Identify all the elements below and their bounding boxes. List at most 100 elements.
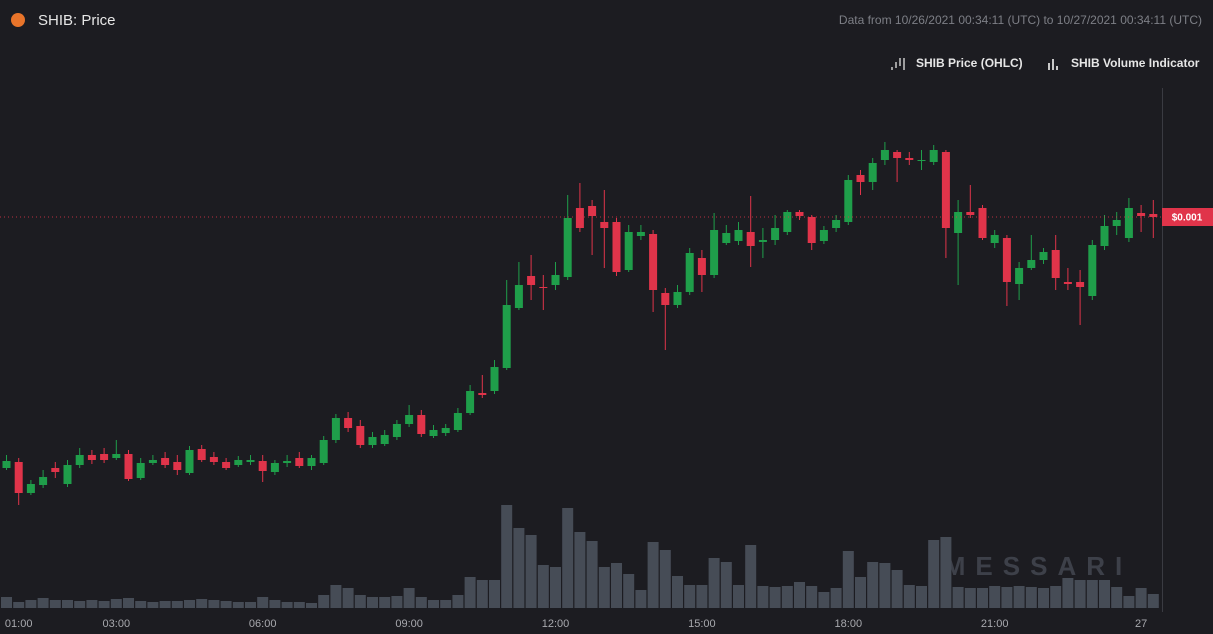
candle-body — [14, 462, 23, 493]
candle-body — [112, 454, 121, 458]
candle-body — [624, 232, 633, 270]
volume-bar — [916, 586, 927, 608]
watermark: MESSARI — [944, 551, 1132, 581]
volume-bar — [842, 551, 854, 608]
volume-bar — [794, 582, 805, 608]
volume-bar — [232, 602, 244, 608]
volume-bar — [269, 600, 281, 608]
candle-body — [771, 228, 780, 240]
volume-bar — [318, 595, 330, 608]
volume-bar — [25, 600, 37, 608]
legend-label[interactable]: SHIB Volume Indicator — [1071, 56, 1200, 70]
volume-bar — [891, 570, 903, 608]
volume-bar — [49, 600, 61, 608]
x-axis: 01:00 03:00 06:00 09:00 12:00 15:00 18:00 21:00… — [5, 618, 1147, 630]
volume-bar — [928, 540, 940, 608]
volume-bar — [464, 577, 476, 608]
volume-bar — [830, 588, 842, 608]
candle-body — [331, 418, 340, 440]
legend-label[interactable]: SHIB Price (OHLC) — [916, 56, 1023, 70]
last-price-tag — [1162, 208, 1213, 226]
volume-bar — [867, 562, 879, 608]
volume-bar — [110, 599, 122, 608]
last-price-label: $0.001 — [1172, 213, 1203, 224]
volume-bar — [574, 532, 586, 608]
candle-body — [832, 220, 841, 228]
candle-body — [1076, 282, 1085, 287]
volume-bar — [403, 588, 415, 608]
candle-body — [563, 218, 572, 277]
x-tick-label: 18:00 — [835, 618, 863, 630]
candle-body — [1039, 252, 1048, 260]
x-tick-label: 15:00 — [688, 618, 716, 630]
volume-bar — [977, 588, 988, 608]
volume-bar — [562, 508, 574, 608]
volume-bar — [623, 574, 635, 608]
candle-body — [209, 457, 218, 462]
candle-body — [417, 415, 426, 434]
volume-bar — [306, 603, 317, 608]
volume-bar — [196, 599, 208, 608]
candle-body — [941, 152, 950, 228]
candle-body — [795, 212, 804, 216]
candle-body — [344, 418, 353, 428]
volume-bar — [13, 602, 25, 608]
volume-bar — [354, 595, 366, 608]
volume-bar — [37, 598, 49, 608]
volume-bar — [879, 563, 891, 608]
candle-body — [173, 462, 182, 470]
candle-body — [148, 460, 157, 463]
candle-body — [392, 424, 401, 437]
volume-bar — [293, 602, 305, 608]
x-tick-label: 01:00 — [5, 618, 33, 630]
volume-bar — [586, 541, 598, 608]
volume-bar — [855, 577, 866, 608]
x-tick-label: 21:00 — [981, 618, 1009, 630]
chart-subtitle: Data from 10/26/2021 00:34:11 (UTC) to 1… — [839, 13, 1202, 27]
volume-bar — [1135, 588, 1147, 608]
candle-body — [319, 440, 328, 463]
volume-bar — [708, 558, 720, 608]
candle-body — [429, 430, 438, 436]
legend-icon-volume — [1048, 59, 1058, 70]
candle-body — [356, 426, 365, 445]
candle-body — [551, 275, 560, 285]
volume-bar — [342, 588, 354, 608]
candle-body — [490, 367, 499, 391]
candle-body — [1149, 214, 1158, 217]
volume-bar — [696, 585, 708, 608]
candle-body — [441, 428, 450, 433]
volume-bar — [659, 550, 671, 608]
volume-bar — [525, 535, 537, 608]
volume-bar — [952, 587, 964, 608]
volume-bar — [330, 585, 342, 608]
volume-bar — [818, 592, 830, 608]
volume-bar — [684, 585, 696, 608]
candle-body — [856, 175, 865, 182]
candle-body — [1112, 220, 1121, 226]
volume-bar — [281, 602, 293, 608]
volume-bar — [86, 600, 98, 608]
volume-bar — [745, 545, 757, 608]
candle-body — [539, 287, 548, 288]
volume-bar — [769, 587, 781, 608]
volume-bar — [440, 600, 452, 608]
volume-bar — [501, 505, 513, 608]
candle-body — [990, 235, 999, 243]
candle-body — [368, 437, 377, 445]
candle-body — [1124, 208, 1133, 238]
volume-bar — [415, 597, 427, 608]
volume-bar — [1025, 587, 1037, 608]
volume-bar — [98, 601, 110, 608]
candle-body — [661, 293, 670, 305]
volume-bar — [208, 600, 220, 608]
candle-body — [917, 160, 926, 161]
candle-body — [39, 477, 48, 485]
volume-bar — [391, 596, 403, 608]
candle-body — [612, 222, 621, 272]
volume-bar — [964, 588, 976, 608]
candle-layer: $0.001 — [0, 142, 1213, 505]
candle-body — [258, 461, 267, 471]
candle-body — [1002, 238, 1011, 282]
